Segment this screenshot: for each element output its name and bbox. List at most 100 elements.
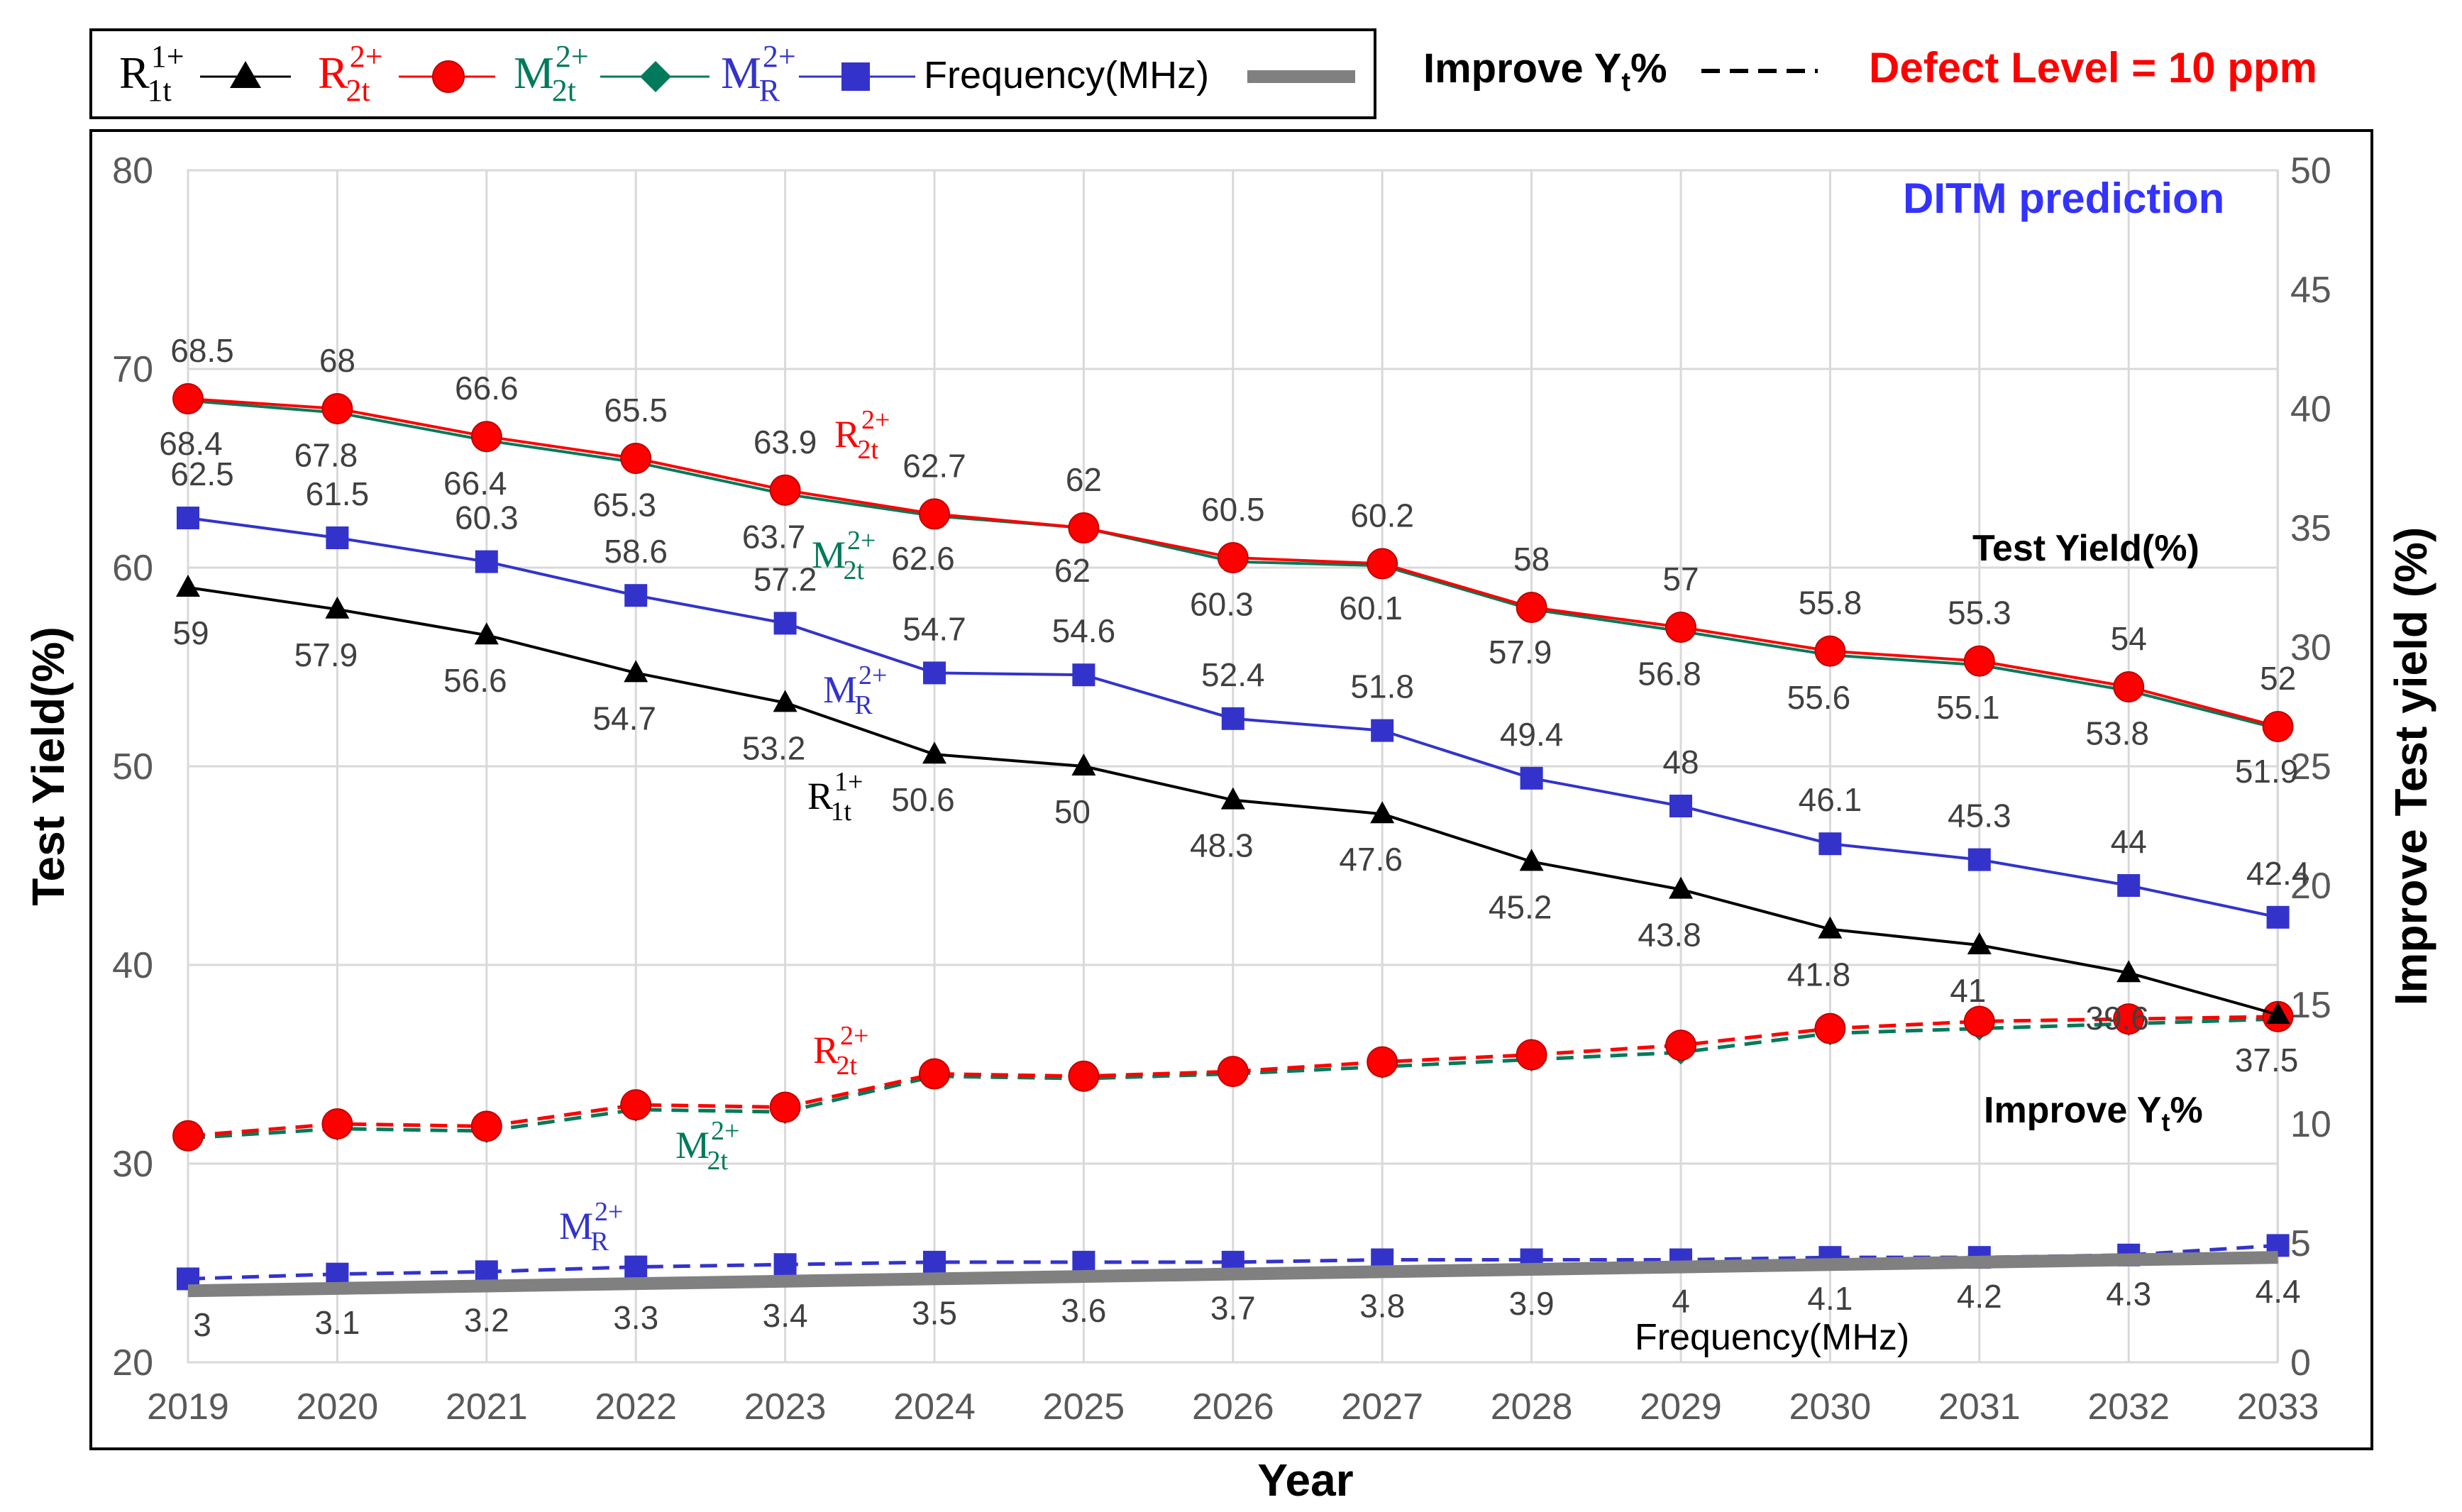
point-square xyxy=(773,1253,797,1276)
y2-tick-label: 30 xyxy=(2290,627,2331,668)
y-tick-label: 20 xyxy=(112,1342,153,1384)
test-yield-annotation: Test Yield(%) xyxy=(1972,528,2199,569)
data-label: 54 xyxy=(2111,620,2147,657)
point-circle xyxy=(1963,645,1995,677)
data-label: 45.3 xyxy=(1948,798,2011,834)
data-label: 60.3 xyxy=(1190,586,1254,623)
data-label: 68.4 xyxy=(159,425,223,462)
point-circle xyxy=(620,443,652,474)
m2t-series-annotation: M2+ 2t xyxy=(812,526,876,585)
x-tick-label: 2026 xyxy=(1192,1386,1274,1428)
data-label: 3 xyxy=(193,1306,211,1343)
point-square xyxy=(2117,874,2141,897)
point-circle xyxy=(919,1058,950,1090)
y2-tick-label: 5 xyxy=(2290,1223,2311,1264)
data-label: 3.1 xyxy=(314,1304,360,1341)
point-triangle xyxy=(1370,801,1395,824)
data-label: 60.1 xyxy=(1339,590,1403,627)
y-tick-label: 30 xyxy=(112,1144,153,1185)
r2t-improve-annotation: R2+ 2t xyxy=(813,1021,868,1081)
point-triangle xyxy=(1220,787,1245,810)
r2t-series-annotation: R2+ 2t xyxy=(834,405,890,465)
data-label: 45.2 xyxy=(1489,888,1552,925)
y2-tick-label: 50 xyxy=(2290,150,2331,192)
data-label: 57.2 xyxy=(753,561,817,597)
point-triangle xyxy=(1519,849,1544,871)
data-label: 3.3 xyxy=(613,1299,658,1336)
point-circle xyxy=(172,383,204,414)
data-label: 52 xyxy=(2260,660,2296,697)
data-label: 50.6 xyxy=(891,781,955,818)
y2-tick-label: 10 xyxy=(2290,1104,2331,1145)
mr-improve-annotation: M2+ R xyxy=(559,1197,623,1257)
point-square xyxy=(1967,848,1991,871)
data-label: 4.2 xyxy=(1957,1278,2002,1315)
data-label: 60.2 xyxy=(1350,497,1414,534)
legend-item-mr: M2+ R xyxy=(721,39,915,108)
data-label: 54.6 xyxy=(1052,612,1116,649)
x-tick-label: 2019 xyxy=(147,1386,229,1428)
x-tick-label: 2021 xyxy=(446,1386,528,1428)
point-triangle xyxy=(1818,916,1843,939)
left-axis-ticks: 20 30 40 50 60 70 80 xyxy=(112,150,153,1384)
point-triangle xyxy=(1967,932,1992,954)
point-circle xyxy=(1665,1030,1696,1061)
data-label: 4.1 xyxy=(1807,1280,1853,1317)
y2-tick-label: 0 xyxy=(2290,1342,2311,1384)
point-square xyxy=(326,1262,349,1286)
improve-yt-annotation: Improve Yt% xyxy=(1984,1090,2203,1137)
legend-item-frequency: Frequency(MHz) xyxy=(924,54,1355,96)
point-triangle xyxy=(1669,876,1693,899)
y2-axis-title: Improve Test yield (%) xyxy=(2385,527,2436,1006)
x-tick-label: 2022 xyxy=(595,1386,677,1428)
point-square xyxy=(923,661,946,685)
point-square xyxy=(177,507,199,529)
legend-item-m2t: M2+ 2t xyxy=(514,39,710,108)
point-circle xyxy=(1814,635,1846,667)
point-square xyxy=(1072,663,1095,687)
data-label: 62 xyxy=(1066,461,1102,498)
point-circle xyxy=(1367,1046,1398,1078)
data-label: 56.8 xyxy=(1638,656,1701,692)
point-circle xyxy=(769,1091,801,1123)
data-label: 43.8 xyxy=(1638,917,1701,954)
data-label: 4.3 xyxy=(2106,1276,2151,1313)
point-circle xyxy=(1814,1012,1846,1044)
point-triangle xyxy=(2265,1002,2290,1024)
x-tick-label: 2027 xyxy=(1341,1386,1423,1428)
x-tick-label: 2030 xyxy=(1789,1386,1872,1428)
chart-outer-border xyxy=(89,129,2373,1450)
data-label: 39.6 xyxy=(2085,1000,2149,1037)
legend-diamond-icon xyxy=(640,61,671,92)
y-tick-label: 70 xyxy=(112,349,153,390)
point-square xyxy=(1072,1250,1095,1274)
series-layer xyxy=(172,383,2294,1298)
point-square xyxy=(1371,719,1394,742)
data-label: 53.8 xyxy=(2085,715,2149,752)
data-label: 58.6 xyxy=(604,533,668,570)
data-label: 63.7 xyxy=(742,518,806,555)
x-tick-label: 2024 xyxy=(893,1386,976,1428)
point-triangle xyxy=(624,660,648,683)
point-square xyxy=(923,1250,946,1274)
legend-item-r2t: R2+ 2t xyxy=(318,39,495,108)
data-label: 62.6 xyxy=(891,540,955,577)
point-circle xyxy=(1963,1005,1995,1037)
data-label: 54.7 xyxy=(902,610,966,647)
point-circle xyxy=(1217,542,1249,573)
right-axis-ticks: 0 5 10 15 20 25 30 35 40 45 50 xyxy=(2290,150,2331,1384)
y2-tick-label: 25 xyxy=(2290,746,2331,788)
legend-item-r1t: R1+ 1t xyxy=(119,39,291,108)
svg-text:M2+R: M2+ R xyxy=(721,39,796,108)
point-square xyxy=(1520,766,1543,790)
point-square xyxy=(475,550,498,573)
series-line-frequency-right xyxy=(187,1251,2278,1298)
x-axis-ticks: 2019 2020 2021 2022 2023 2024 2025 2026 2027 2028… xyxy=(147,1386,2319,1428)
point-circle xyxy=(1367,548,1398,580)
point-circle xyxy=(769,474,801,506)
point-circle xyxy=(1516,1039,1547,1071)
data-label: 53.2 xyxy=(742,729,806,766)
data-label: 51.9 xyxy=(2235,753,2299,790)
data-label: 47.6 xyxy=(1339,841,1403,878)
data-label: 42.4 xyxy=(2246,855,2310,892)
